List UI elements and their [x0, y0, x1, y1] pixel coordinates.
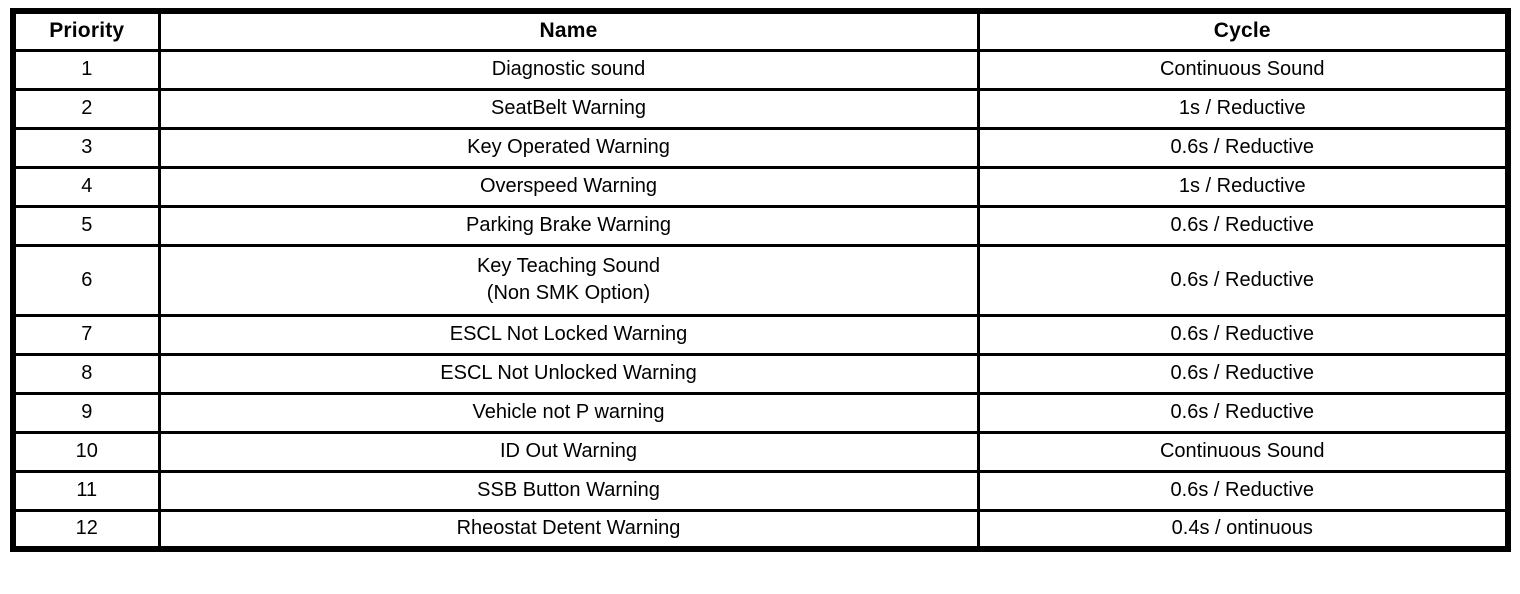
cell-priority: 9 — [11, 391, 161, 434]
cell-cycle: 0.4s / ontinuous — [976, 508, 1510, 551]
cell-priority: 6 — [11, 243, 161, 317]
cell-cycle: 0.6s / Reductive — [976, 469, 1510, 512]
warning-priority-table: Priority Name Cycle 1 Diagnostic sound Con… — [10, 8, 1511, 552]
table-row: 4 Overspeed Warning 1s / Reductive — [11, 165, 1510, 208]
cell-cycle: Continuous Sound — [976, 48, 1510, 91]
cell-name: Diagnostic sound — [157, 48, 980, 91]
warning-priority-table-container: Priority Name Cycle 1 Diagnostic sound Con… — [10, 8, 1511, 552]
cell-name: SeatBelt Warning — [157, 87, 980, 130]
table-row: 2 SeatBelt Warning 1s / Reductive — [11, 87, 1510, 130]
cell-name: ESCL Not Unlocked Warning — [157, 352, 980, 395]
table-row: 7 ESCL Not Locked Warning 0.6s / Reductive — [11, 313, 1510, 356]
cell-name: SSB Button Warning — [157, 469, 980, 512]
column-header-cycle: Cycle — [976, 9, 1510, 52]
cell-priority: 11 — [11, 469, 161, 512]
cell-cycle: 0.6s / Reductive — [976, 352, 1510, 395]
table-row: 6 Key Teaching Sound (Non SMK Option) 0.6s… — [11, 243, 1510, 317]
cell-priority: 8 — [11, 352, 161, 395]
cell-priority: 5 — [11, 204, 161, 247]
table-row: 1 Diagnostic sound Continuous Sound — [11, 48, 1510, 91]
table-row: 5 Parking Brake Warning 0.6s / Reductive — [11, 204, 1510, 247]
cell-cycle: 1s / Reductive — [976, 165, 1510, 208]
header-row: Priority Name Cycle — [11, 9, 1510, 52]
cell-cycle: 0.6s / Reductive — [976, 126, 1510, 169]
cell-name: ID Out Warning — [157, 430, 980, 473]
cell-cycle: 0.6s / Reductive — [976, 204, 1510, 247]
cell-priority: 1 — [11, 48, 161, 91]
cell-cycle: 0.6s / Reductive — [976, 313, 1510, 356]
cell-priority: 4 — [11, 165, 161, 208]
cell-cycle: 0.6s / Reductive — [976, 243, 1510, 317]
cell-name: Vehicle not P warning — [157, 391, 980, 434]
cell-priority: 2 — [11, 87, 161, 130]
table-row: 3 Key Operated Warning 0.6s / Reductive — [11, 126, 1510, 169]
table-row: 8 ESCL Not Unlocked Warning 0.6s / Reducti… — [11, 352, 1510, 395]
cell-name: Key Operated Warning — [157, 126, 980, 169]
cell-priority: 7 — [11, 313, 161, 356]
cell-cycle: 1s / Reductive — [976, 87, 1510, 130]
table-row: 12 Rheostat Detent Warning 0.4s / ontinuou… — [11, 508, 1510, 551]
cell-priority: 10 — [11, 430, 161, 473]
cell-name: Key Teaching Sound (Non SMK Option) — [157, 243, 980, 317]
table-row: 10 ID Out Warning Continuous Sound — [11, 430, 1510, 473]
cell-priority: 3 — [11, 126, 161, 169]
cell-name: Overspeed Warning — [157, 165, 980, 208]
table-row: 9 Vehicle not P warning 0.6s / Reductive — [11, 391, 1510, 434]
table-body: 1 Diagnostic sound Continuous Sound 2 SeatBe… — [11, 48, 1510, 551]
cell-cycle: 0.6s / Reductive — [976, 391, 1510, 434]
column-header-name: Name — [157, 9, 980, 52]
cell-name: Parking Brake Warning — [157, 204, 980, 247]
cell-priority: 12 — [11, 508, 161, 551]
cell-name: ESCL Not Locked Warning — [157, 313, 980, 356]
cell-name: Rheostat Detent Warning — [157, 508, 980, 551]
cell-cycle: Continuous Sound — [976, 430, 1510, 473]
column-header-priority: Priority — [11, 9, 161, 52]
table-row: 11 SSB Button Warning 0.6s / Reductive — [11, 469, 1510, 512]
table-header: Priority Name Cycle — [11, 9, 1510, 52]
